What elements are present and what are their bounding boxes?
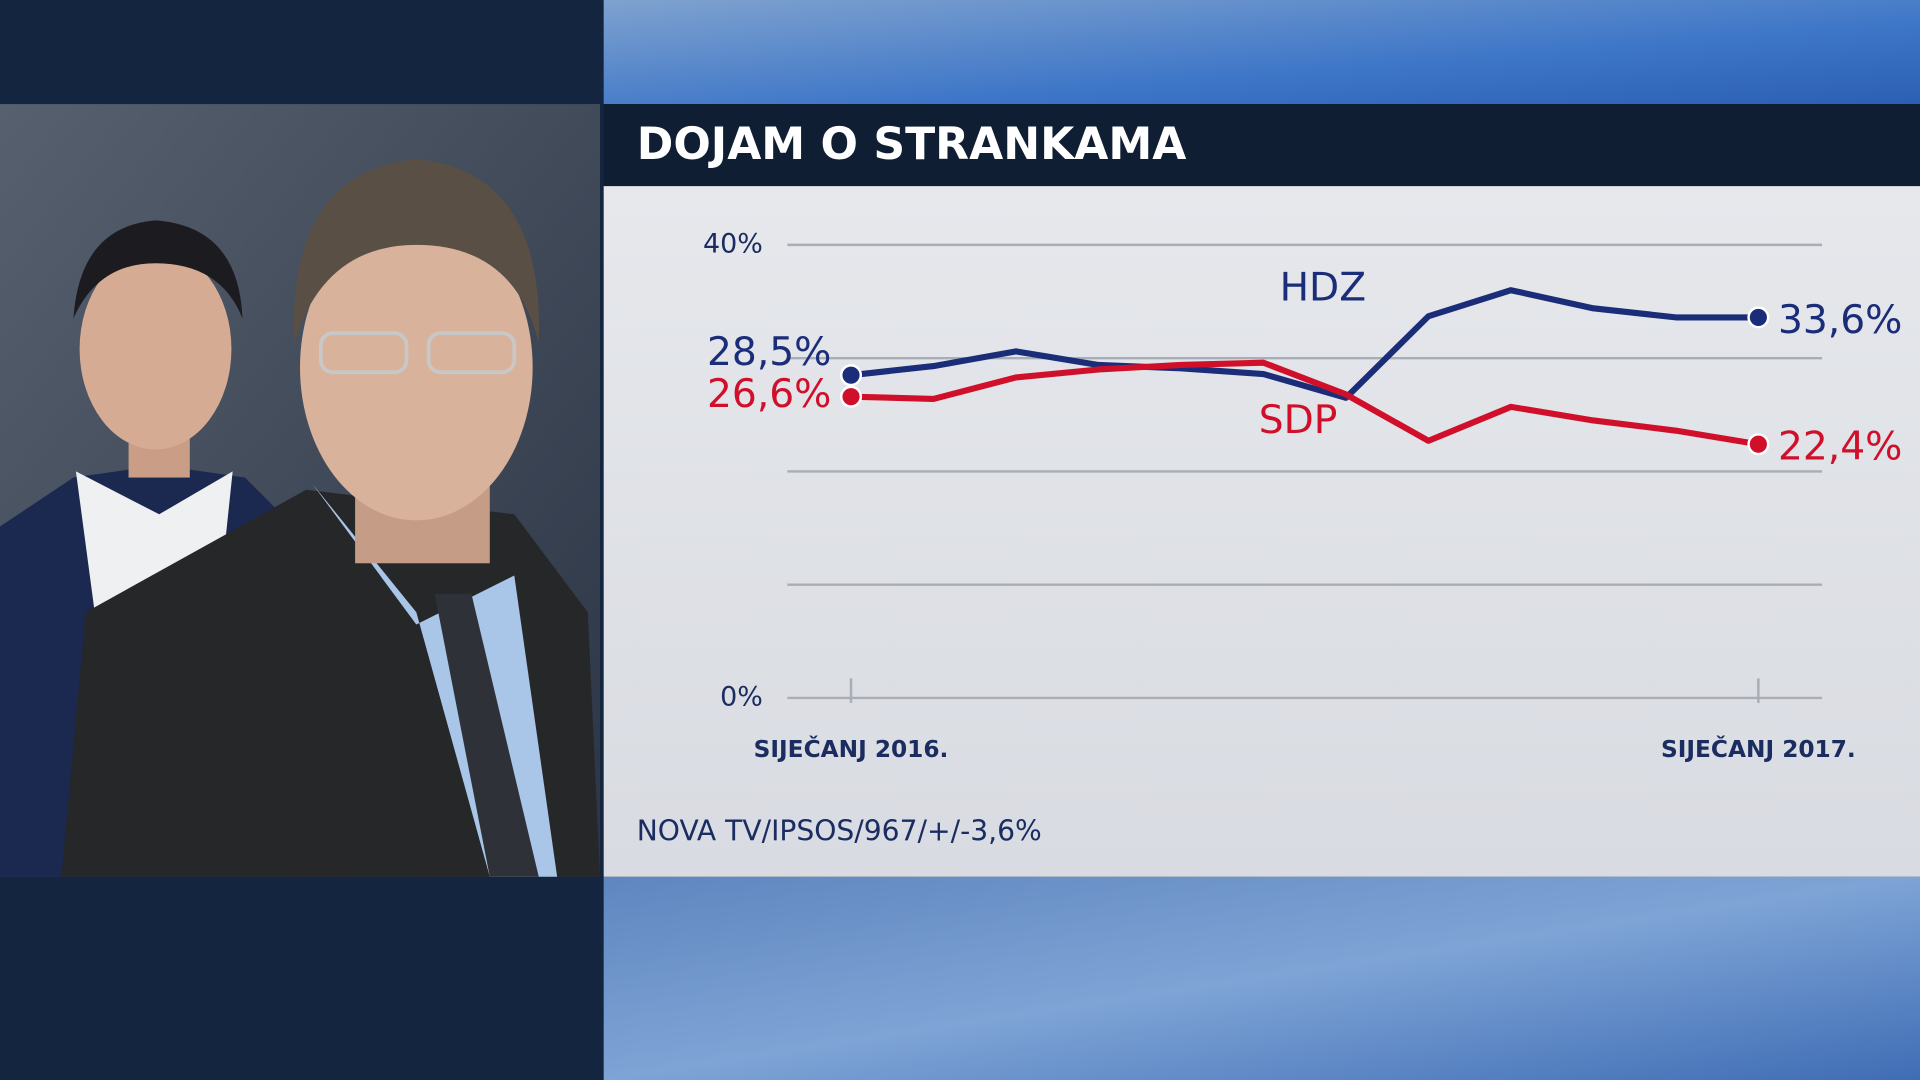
- series-name: SDP: [1259, 398, 1338, 443]
- end-dot: [840, 385, 863, 408]
- series-line: [850, 287, 1759, 401]
- person-right: [61, 159, 601, 877]
- chart-panel: [603, 186, 1920, 877]
- series-line: [850, 359, 1759, 448]
- value-label: 26,6%: [707, 372, 831, 417]
- top-band: [603, 0, 1920, 105]
- plot: 0% 40% SIJEČANJ 2016. SIJEČANJ 2017. 28,5% 33…: [703, 228, 1902, 763]
- y-tick-label: 0%: [720, 681, 763, 712]
- chart-title: DOJAM O STRANKAMA: [637, 119, 1187, 170]
- value-label: 33,6%: [1778, 298, 1902, 343]
- title-bar: [603, 104, 1920, 187]
- value-label: 28,5%: [707, 330, 831, 375]
- x-tick-label: SIJEČANJ 2017.: [1661, 735, 1856, 763]
- series-name: HDZ: [1280, 266, 1366, 311]
- end-dot: [840, 364, 863, 387]
- bottom-band: [603, 876, 1920, 1080]
- value-label: 22,4%: [1778, 425, 1902, 470]
- source-note: NOVA TV/IPSOS/967/+/-3,6%: [637, 815, 1042, 848]
- y-tick-label: 40%: [703, 228, 763, 259]
- end-dot: [1747, 306, 1770, 329]
- end-dot: [1747, 433, 1770, 456]
- x-tick-label: SIJEČANJ 2016.: [754, 735, 949, 763]
